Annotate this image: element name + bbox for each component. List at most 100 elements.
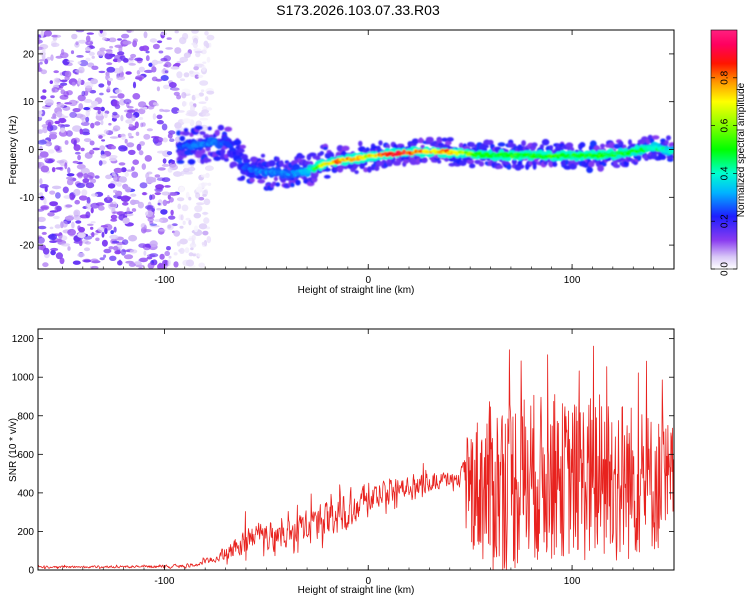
- colorbar: 0.0 0.2 0.4 0.6 0.8 Normalized spectral ampl…: [710, 29, 747, 276]
- noise-blob: [125, 112, 133, 119]
- noise-blob: [77, 154, 81, 161]
- noise-blob: [199, 117, 209, 121]
- noise-blob: [85, 35, 91, 43]
- noise-blob: [117, 38, 122, 41]
- noise-blob: [49, 240, 58, 244]
- noise-blob: [202, 212, 209, 215]
- ridge-halo: [199, 131, 206, 135]
- ridge-halo: [365, 147, 370, 152]
- ridge-core: [671, 149, 674, 153]
- colorbar-frame: [710, 29, 738, 270]
- noise-blob: [196, 202, 205, 206]
- ridge-halo: [229, 161, 238, 168]
- noise-blob: [127, 106, 134, 109]
- noise-blob: [156, 114, 163, 120]
- noise-blob: [78, 39, 87, 44]
- noise-blob: [174, 62, 181, 67]
- noise-blob: [179, 186, 185, 193]
- ridge-halo: [308, 152, 317, 157]
- noise-blob: [199, 80, 209, 86]
- noise-blob: [83, 247, 91, 252]
- x-tick-label: -100: [154, 275, 174, 286]
- noise-blob: [173, 230, 181, 237]
- colorbar-tick-label: 0.6: [720, 118, 731, 132]
- noise-blob: [119, 133, 126, 137]
- ridge-halo: [438, 142, 444, 147]
- noise-blob: [183, 52, 191, 58]
- noise-blob: [169, 138, 175, 142]
- ridge-halo: [239, 144, 246, 149]
- noise-blob: [109, 234, 119, 240]
- noise-blob: [61, 220, 68, 228]
- noise-blob: [38, 34, 42, 39]
- noise-blob: [109, 255, 117, 261]
- noise-blob: [85, 110, 90, 117]
- noise-blob: [38, 245, 45, 251]
- ridge-halo: [466, 159, 475, 165]
- noise-blob: [47, 212, 55, 217]
- noise-blob: [138, 150, 144, 156]
- noise-blob: [169, 192, 178, 197]
- noise-blob: [117, 260, 123, 266]
- noise-blob: [161, 123, 168, 131]
- ridge-halo: [257, 179, 266, 184]
- noise-blob: [125, 71, 132, 75]
- ridge-halo: [436, 139, 443, 145]
- noise-blob: [173, 261, 179, 268]
- noise-blob: [90, 178, 97, 184]
- ridge-halo: [358, 140, 363, 147]
- noise-blob: [80, 147, 85, 152]
- noise-blob: [121, 239, 129, 246]
- noise-blob: [170, 209, 174, 216]
- ridge-halo: [295, 179, 301, 186]
- noise-blob: [81, 189, 88, 196]
- noise-blob: [77, 252, 85, 258]
- noise-blob: [62, 186, 69, 194]
- noise-blob: [48, 133, 58, 140]
- noise-blob: [75, 220, 82, 224]
- noise-blob: [182, 220, 186, 225]
- noise-blob: [51, 34, 58, 38]
- noise-blob: [140, 122, 144, 128]
- noise-blob: [112, 211, 120, 214]
- noise-blob: [103, 248, 112, 254]
- noise-blob: [101, 30, 107, 37]
- noise-blob: [157, 150, 166, 154]
- noise-blob: [47, 149, 55, 154]
- y-tick-label: 200: [17, 527, 34, 538]
- noise-blob: [60, 243, 71, 247]
- noise-blob: [151, 59, 159, 66]
- noise-blob: [138, 66, 145, 73]
- noise-blob: [138, 108, 146, 115]
- noise-blob: [180, 78, 185, 81]
- noise-blob: [136, 70, 141, 75]
- noise-blob: [114, 250, 122, 255]
- noise-blob: [154, 192, 161, 196]
- noise-blob: [180, 214, 184, 221]
- ridge-halo: [532, 163, 537, 170]
- noise-blob: [38, 139, 47, 145]
- noise-blob: [49, 125, 58, 131]
- noise-blob: [142, 106, 148, 110]
- noise-blob: [98, 83, 105, 88]
- ridge-halo: [187, 159, 196, 165]
- noise-blob: [181, 92, 187, 99]
- noise-blob: [128, 262, 136, 267]
- noise-blob: [91, 55, 95, 59]
- ridge-halo: [600, 143, 605, 149]
- noise-blob: [125, 119, 134, 124]
- noise-blob: [118, 145, 128, 152]
- noise-blob: [160, 209, 168, 215]
- noise-blob: [204, 96, 209, 102]
- ridge-halo: [260, 153, 266, 158]
- noise-blob: [90, 202, 100, 209]
- noise-blob: [176, 94, 182, 100]
- noise-blob: [38, 155, 43, 160]
- noise-blob: [157, 263, 166, 269]
- noise-blob: [38, 110, 43, 115]
- noise-blob: [71, 33, 78, 40]
- noise-blob: [75, 113, 84, 119]
- noise-blob: [202, 230, 209, 236]
- ridge-halo: [233, 139, 242, 146]
